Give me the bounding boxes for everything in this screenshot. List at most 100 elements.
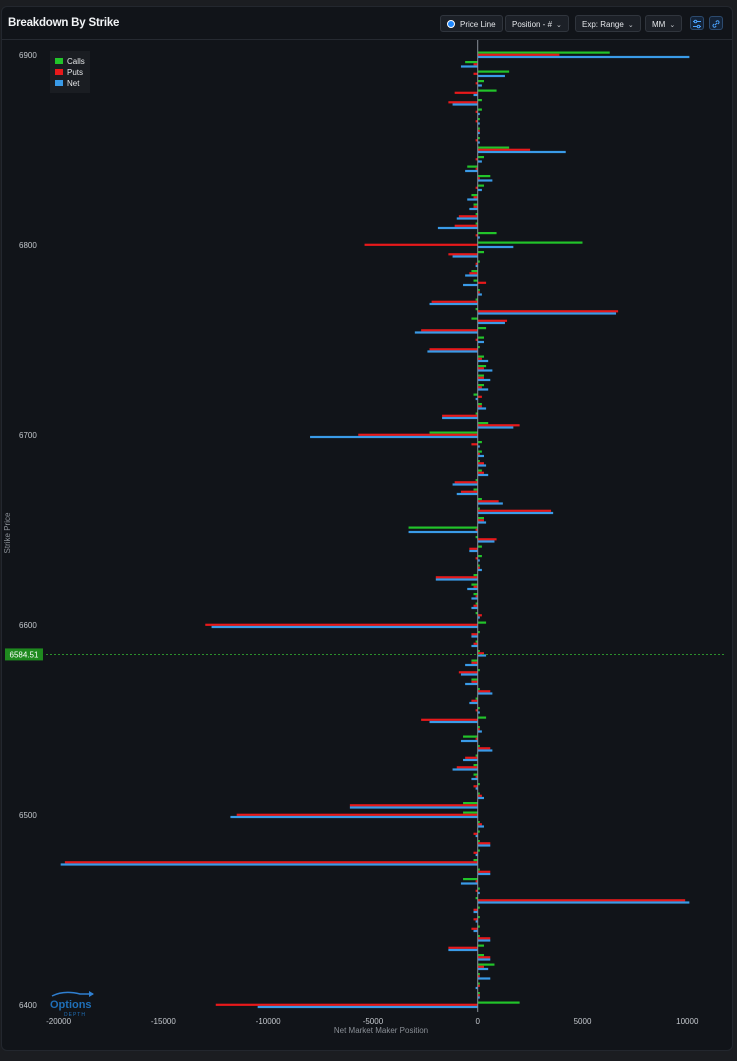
net-bar (477, 844, 491, 847)
calls-bar (477, 621, 487, 624)
net-bar (463, 758, 478, 762)
net-bar (477, 407, 487, 410)
net-bar (467, 587, 478, 591)
calls-bar (477, 830, 480, 833)
puts-bar (477, 281, 487, 284)
net-bar (471, 635, 478, 638)
net-bar (469, 701, 478, 705)
net-bar (477, 378, 491, 382)
x-tick-label: -10000 (256, 1017, 281, 1026)
puts-bar (469, 547, 478, 550)
y-tick-label: 6700 (19, 431, 37, 440)
price-badge-label: 6584.51 (10, 650, 39, 659)
logo-arrow (89, 991, 94, 997)
calls-bar (477, 783, 480, 786)
puts-bar (477, 291, 480, 294)
net-bar (477, 388, 489, 391)
calls-bar (471, 270, 478, 273)
calls-bar (477, 336, 484, 339)
puts-bar (477, 319, 508, 322)
puts-bar (364, 243, 478, 246)
puts-bar (471, 680, 478, 683)
expiration-label: Exp: Range (582, 20, 624, 29)
net-bar (477, 996, 480, 999)
puts-bar (448, 946, 478, 949)
net-bar (414, 331, 478, 334)
calls-bar (477, 564, 480, 567)
calls-bar (477, 498, 482, 501)
calls-bar (429, 431, 478, 434)
expiration-dropdown[interactable]: Exp: Range ⌄ (575, 15, 641, 32)
legend-label-net: Net (67, 79, 80, 88)
net-bar (477, 901, 690, 904)
mm-dropdown[interactable]: MM ⌄ (645, 15, 683, 32)
settings-button[interactable] (690, 16, 704, 30)
net-bar (429, 720, 478, 724)
puts-bar (473, 585, 478, 588)
net-bar (310, 435, 478, 439)
net-bar (477, 179, 493, 182)
calls-bar (477, 232, 497, 235)
puts-bar (475, 120, 478, 123)
puts-bar (477, 177, 480, 180)
price-line-toggle[interactable]: Price Line (440, 15, 503, 32)
position-dropdown[interactable]: Position - # ⌄ (505, 15, 569, 32)
puts-bar (475, 595, 478, 598)
puts-bar (477, 53, 560, 56)
puts-bar (465, 756, 478, 759)
puts-bar (475, 82, 478, 85)
puts-bar (473, 785, 478, 788)
price-badge (5, 648, 43, 661)
net-bar (467, 198, 478, 201)
calls-bar (477, 89, 497, 92)
calls-bar (475, 640, 478, 643)
net-bar (471, 777, 478, 781)
calls-bar (477, 925, 480, 928)
calls-bar (477, 726, 480, 729)
calls-bar (475, 222, 478, 225)
net-bar (448, 948, 478, 952)
calls-bar (477, 887, 480, 890)
puts-bar (477, 148, 531, 151)
chevron-down-icon: ⌄ (669, 22, 676, 29)
net-bar (465, 274, 478, 277)
puts-bar (473, 832, 478, 835)
puts-bar (477, 367, 484, 370)
share-link-button[interactable] (709, 16, 723, 30)
calls-bar (477, 963, 495, 966)
net-bar (429, 302, 478, 306)
calls-bar (471, 194, 478, 197)
puts-bar (471, 443, 478, 446)
y-axis-title: Strike Price (3, 512, 12, 553)
puts-bar (477, 652, 484, 655)
net-bar (477, 122, 480, 125)
net-bar (460, 65, 478, 68)
net-bar (477, 568, 482, 572)
puts-bar (475, 262, 478, 265)
legend-label-puts: Puts (67, 68, 83, 77)
net-bar (477, 825, 484, 828)
calls-bar (477, 80, 484, 83)
puts-bar (477, 747, 491, 750)
x-tick-label: -20000 (46, 1017, 71, 1026)
x-tick-label: -15000 (151, 1017, 176, 1026)
net-bar (211, 625, 478, 629)
puts-bar (421, 329, 478, 332)
net-bar (465, 663, 478, 667)
net-bar (477, 540, 495, 543)
net-bar (477, 473, 489, 477)
net-bar (477, 359, 489, 363)
calls-bar (477, 982, 480, 985)
net-bar (477, 74, 505, 78)
puts-bar (64, 861, 478, 864)
puts-bar (475, 775, 478, 778)
puts-bar (477, 471, 484, 474)
calls-bar (477, 146, 510, 149)
calls-bar (471, 678, 478, 681)
net-bar (349, 806, 478, 809)
puts-bar (429, 348, 478, 351)
calls-bar (473, 279, 478, 282)
puts-bar (477, 690, 491, 693)
toggle-dot-icon (447, 20, 455, 28)
calls-bar (477, 840, 480, 843)
